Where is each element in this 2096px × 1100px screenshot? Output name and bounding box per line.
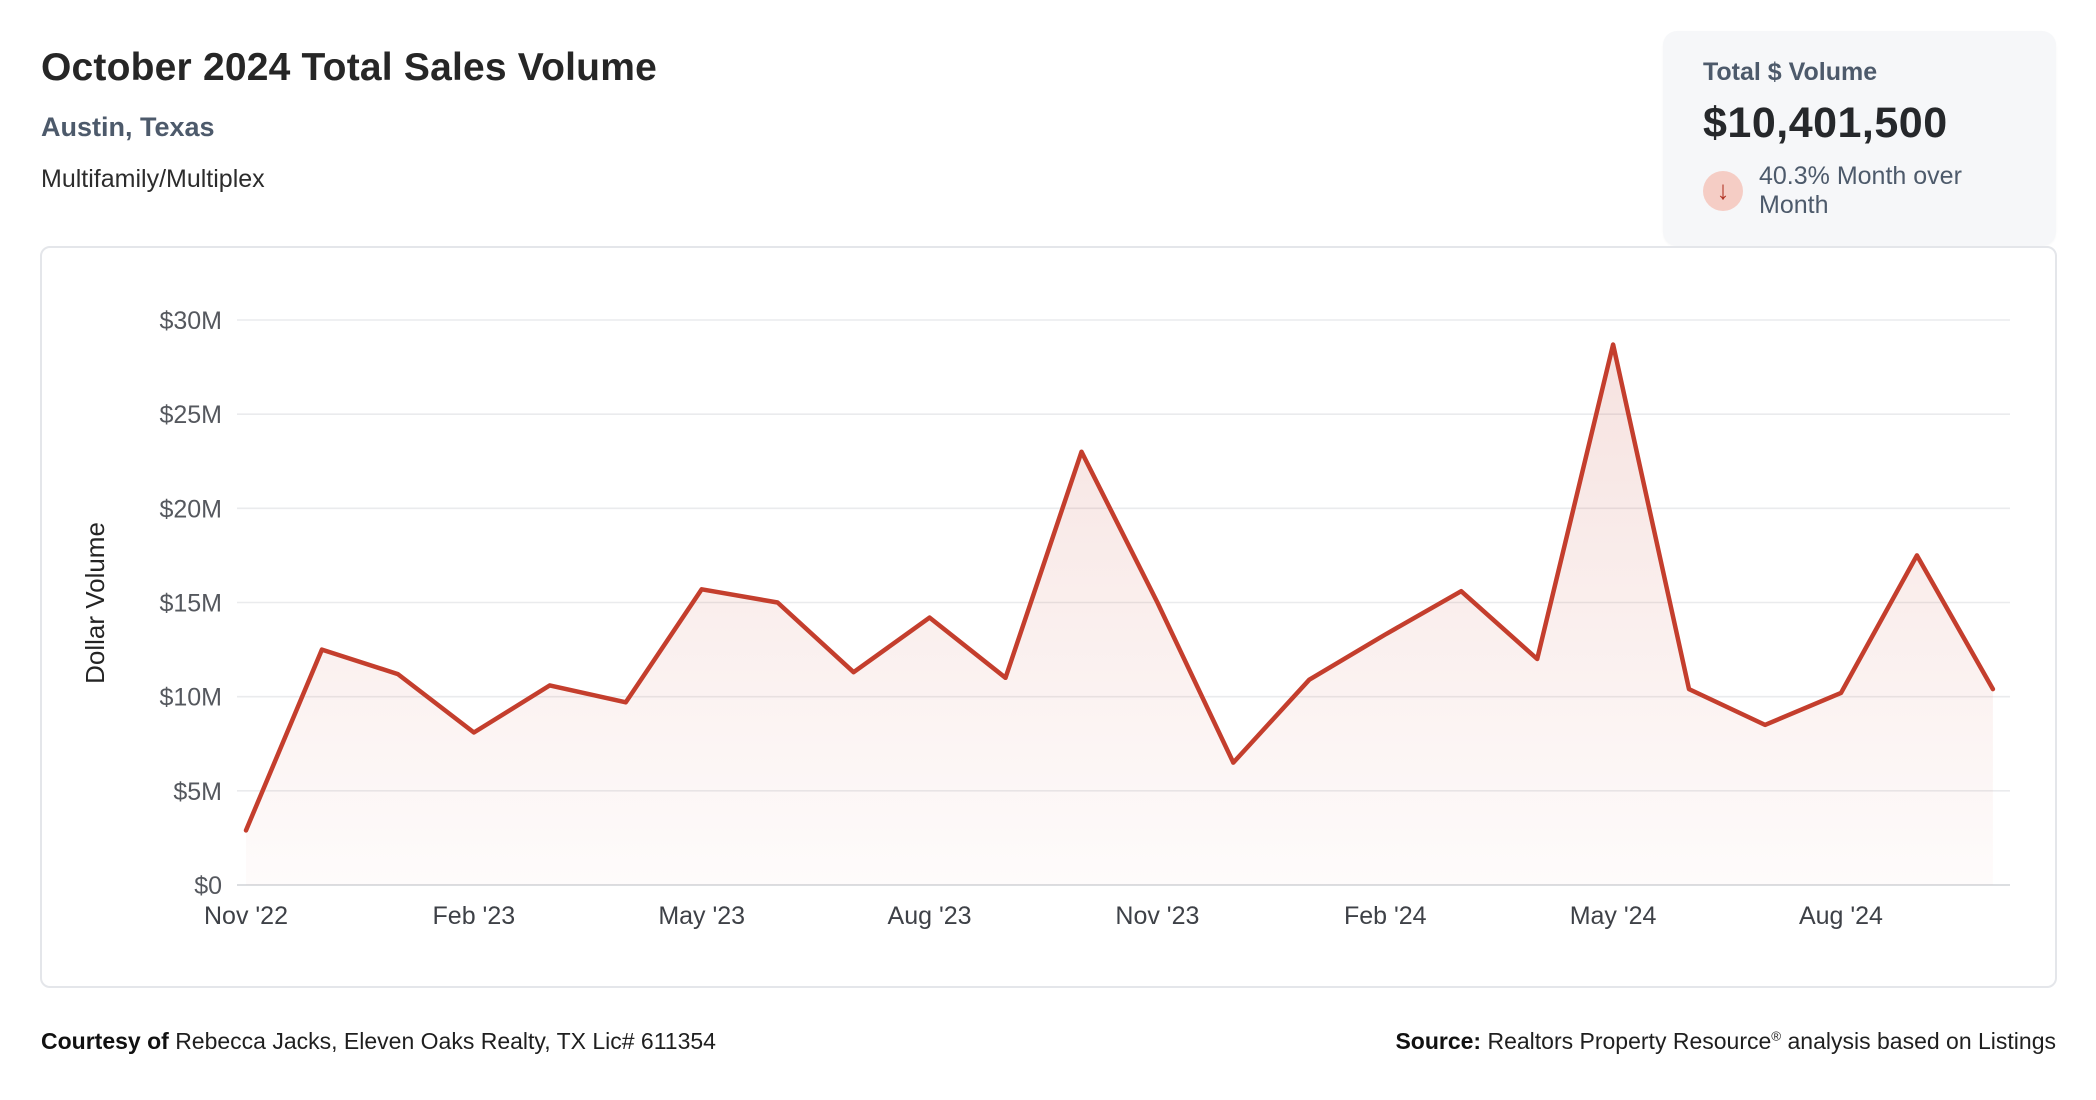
series-line [243,342,1996,833]
chart-panel: $30M $25M $20M $15M $10M $5M $0 Nov '22 Feb '23 M… [40,246,2057,988]
x-tick-label: Nov '22 [204,902,288,930]
change-text: 40.3% Month over Month [1759,162,1962,219]
x-tick-label: Feb '23 [433,902,516,930]
property-type-label: Multifamily/Multiplex [41,165,265,193]
x-tick-label: Aug '23 [888,902,972,930]
x-tick-label: Aug '24 [1799,902,1883,930]
y-tick-label: $0 [194,872,222,900]
stat-value: $10,401,500 [1703,99,1948,147]
courtesy-text: Courtesy of Rebecca Jacks, Eleven Oaks R… [41,1028,716,1054]
x-tick-label: Feb '24 [1344,902,1427,930]
y-tick-label: $20M [159,495,222,523]
y-tick-label: $5M [173,778,222,806]
y-axis-title: Dollar Volume [80,522,110,684]
y-tick-label: $30M [159,307,222,335]
y-tick-label: $15M [159,590,222,618]
down-arrow-badge: ↓ [1703,171,1743,211]
down-arrow-icon: ↓ [1716,175,1730,205]
stat-label: Total $ Volume [1703,58,1878,86]
page-title: October 2024 Total Sales Volume [41,46,657,89]
source-text: Source: Realtors Property Resource® anal… [1395,1028,2056,1054]
courtesy-label: Courtesy of [41,1028,169,1054]
report-header: October 2024 Total Sales Volume Austin, … [41,46,657,194]
source-label: Source: [1395,1028,1482,1054]
location-subtitle: Austin, Texas [41,112,215,142]
y-tick-label: $10M [159,684,222,712]
report-footer: Courtesy of Rebecca Jacks, Eleven Oaks R… [41,1028,2056,1055]
total-volume-stat-card: Total $ Volume $10,401,500 ↓ 40.3% Month… [1663,31,2056,246]
x-tick-label: Nov '23 [1115,902,1199,930]
month-over-month-change: ↓ 40.3% Month over Month [1703,162,2026,220]
registered-mark: ® [1771,1028,1782,1044]
x-tick-label: May '24 [1570,902,1657,930]
y-tick-label: $25M [159,401,222,429]
series-area [246,344,1993,885]
x-tick-label: May '23 [658,902,745,930]
